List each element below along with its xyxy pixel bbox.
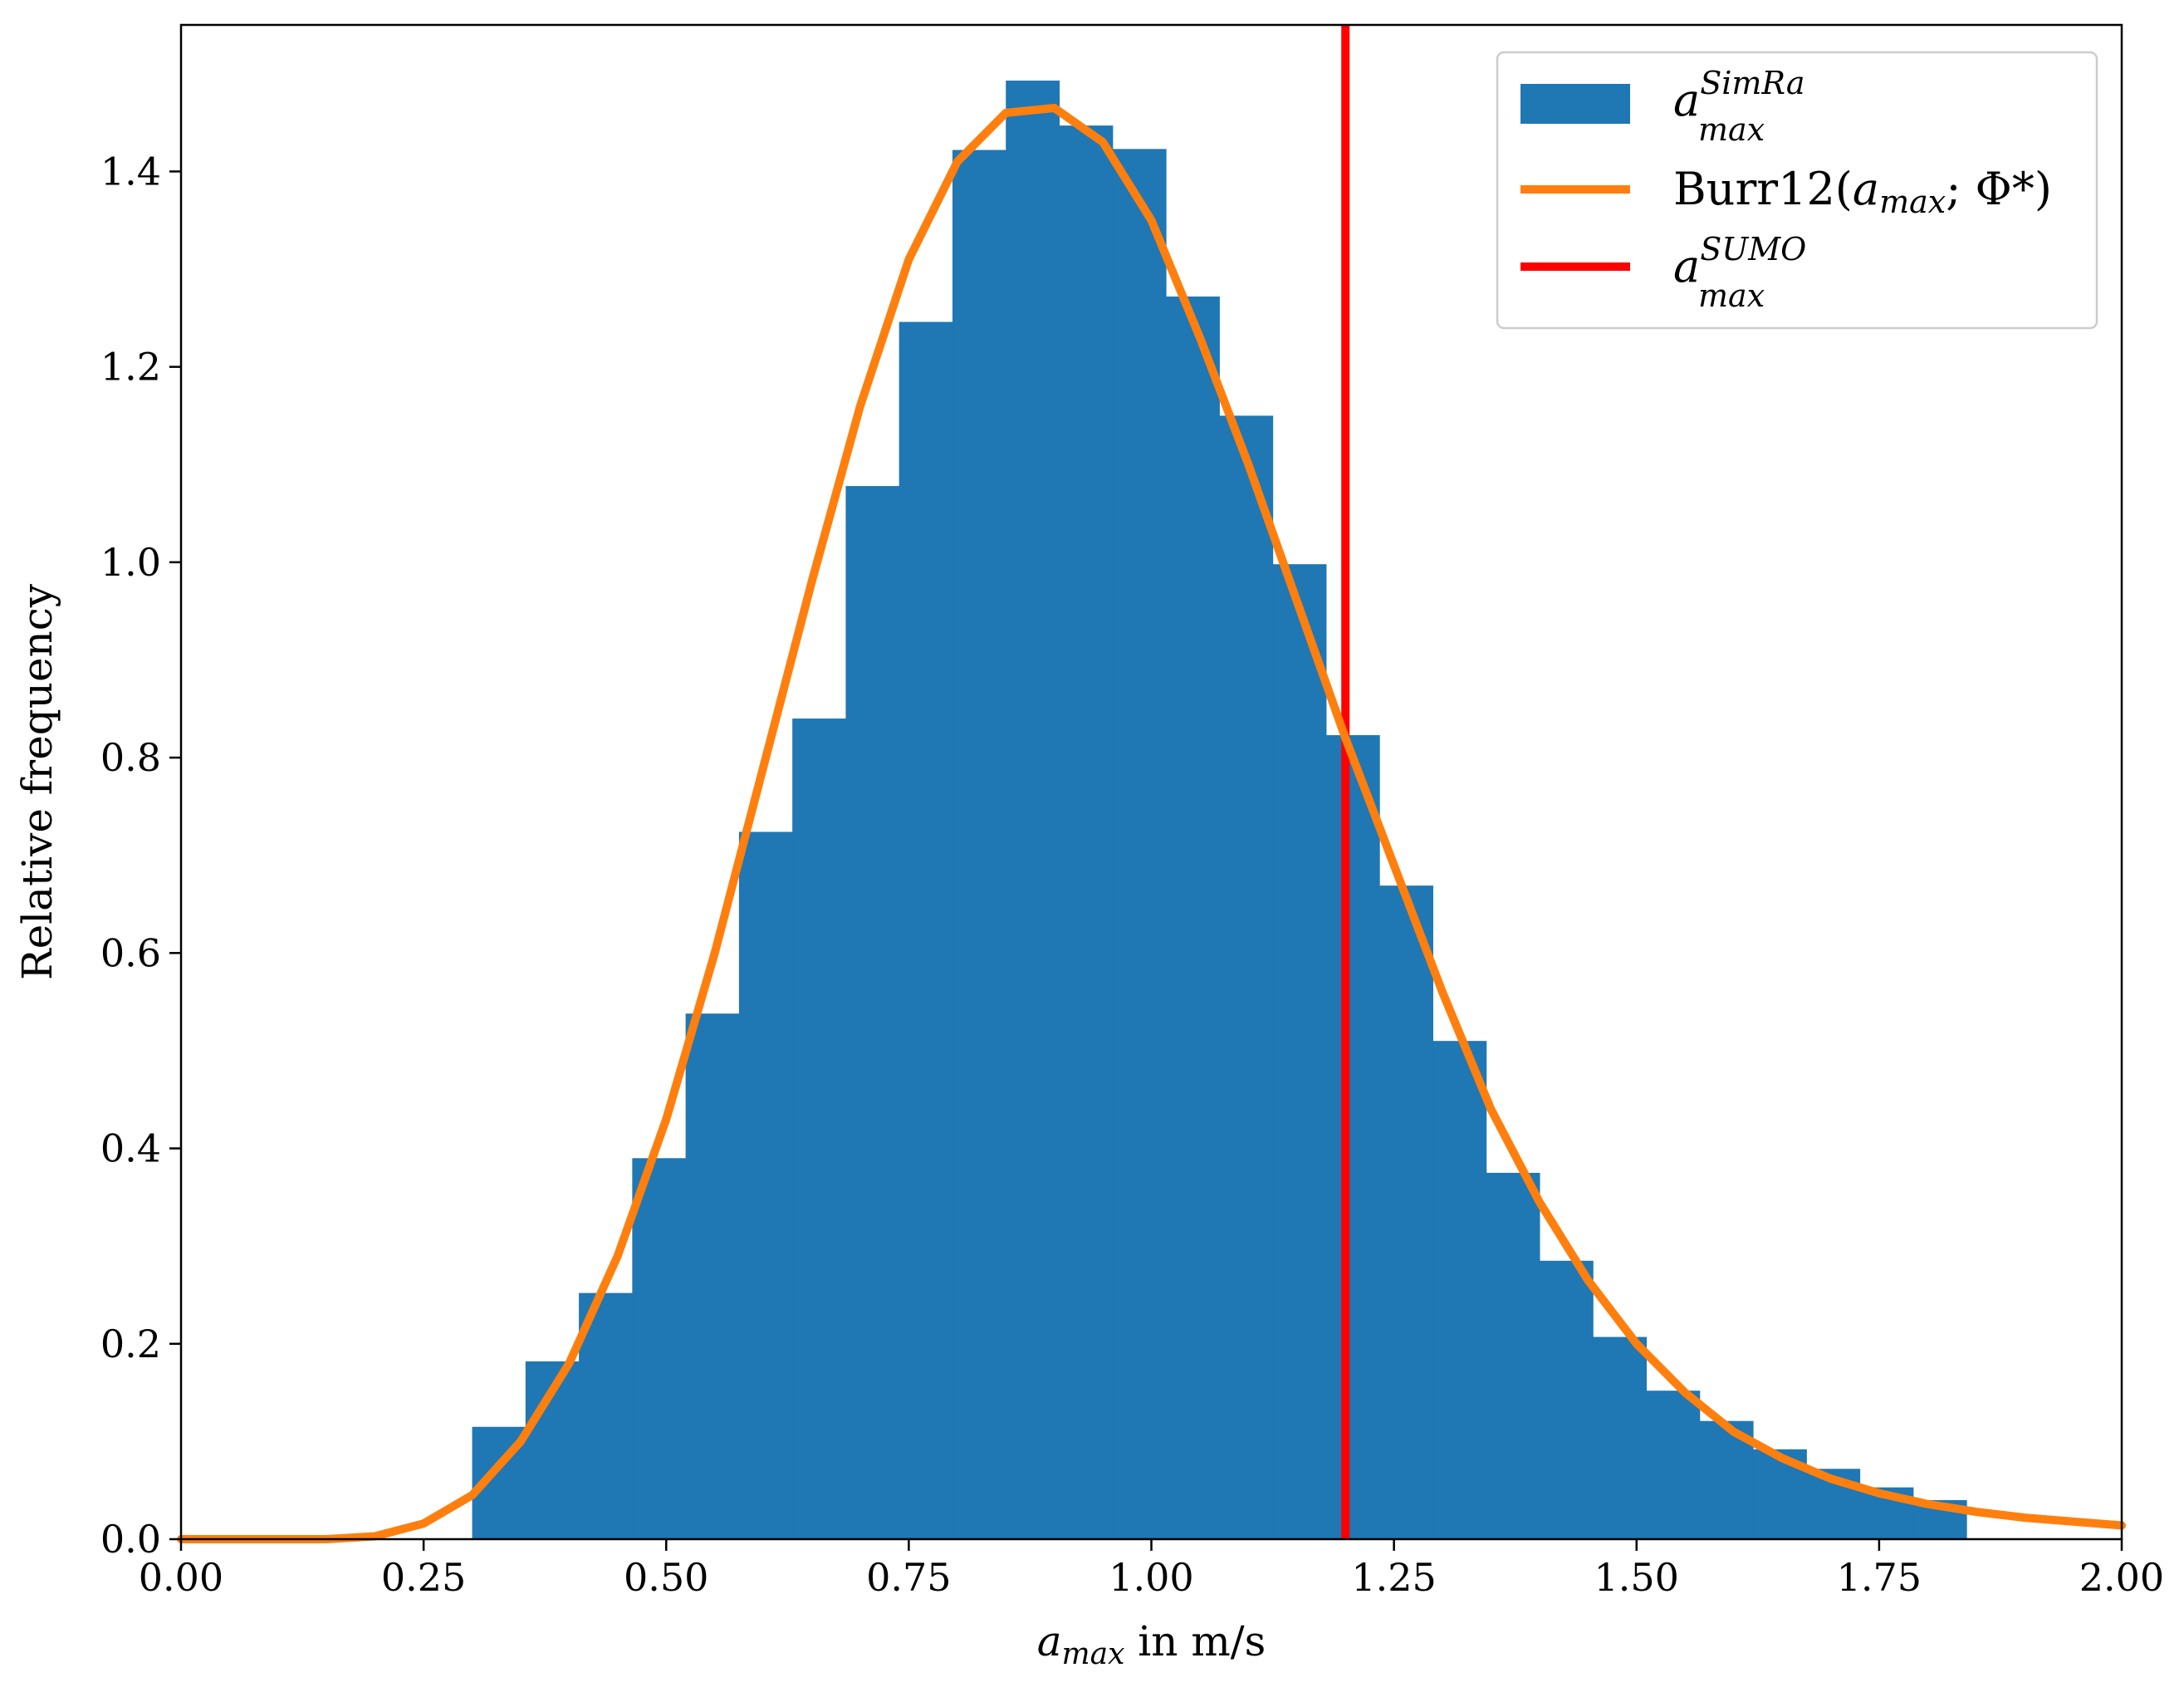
legend-burr12-arg-sub: max: [1879, 184, 1946, 220]
histogram-bar: [1219, 415, 1274, 1539]
legend-sumo-main: a: [1673, 240, 1700, 292]
histogram-bar: [632, 1158, 687, 1539]
legend-swatch-simra: [1520, 84, 1630, 124]
y-tick-label: 1.4: [100, 149, 161, 194]
x-tick-label: 0.00: [139, 1555, 223, 1600]
histogram-bar: [1379, 885, 1433, 1539]
histogram-bar: [738, 831, 793, 1539]
legend-sumo-sup: SUMO: [1700, 231, 1806, 267]
legend: aSimRa max Burr12(amax; Φ*) aSUMO max: [1496, 51, 2098, 330]
legend-burr12-text: Burr12(: [1673, 163, 1853, 215]
histogram-bar: [1325, 735, 1380, 1539]
histogram-bar: [1432, 1041, 1487, 1539]
histogram-bar: [1166, 296, 1220, 1539]
x-tick-label: 0.75: [866, 1555, 951, 1600]
legend-sumo-sub: max: [1698, 277, 1765, 314]
legend-simra-main: a: [1673, 74, 1700, 126]
histogram-bars: [472, 81, 1967, 1540]
burr12-curve-layer: [177, 104, 2126, 1543]
legend-label-sumo: aSUMO: [1673, 231, 1806, 292]
y-tick-label: 1.2: [100, 345, 161, 390]
histogram-bar: [1646, 1390, 1701, 1539]
x-tick-label: 1.00: [1109, 1555, 1193, 1600]
y-axis-ticks: 0.0 0.2 0.4 0.6 0.8 1.0 1.2 1.4: [100, 149, 181, 1562]
legend-burr12-tail: ; Φ*): [1946, 163, 2052, 215]
histogram-bar: [1112, 149, 1167, 1539]
histogram-bar: [1059, 125, 1114, 1539]
x-axis-label: amax in m/s: [1037, 1617, 1266, 1671]
histogram-bar: [1272, 564, 1327, 1540]
x-tick-label: 1.75: [1837, 1555, 1922, 1600]
histogram-bar: [1006, 81, 1060, 1540]
x-axis-label-main: a: [1037, 1617, 1062, 1665]
histogram-bar: [952, 150, 1006, 1539]
legend-burr12-arg-main: a: [1853, 163, 1879, 215]
histogram-bar: [792, 719, 847, 1539]
y-tick-label: 0.8: [100, 735, 161, 780]
histogram-bar: [1486, 1172, 1540, 1539]
y-tick-label: 0.4: [100, 1126, 161, 1171]
y-axis-label: Relative frequency: [13, 583, 61, 980]
burr12-fit-curve: [177, 104, 2126, 1543]
legend-label-simra: aSimRa: [1673, 65, 1805, 126]
legend-box: [1496, 51, 2098, 330]
histogram-bar: [1539, 1260, 1594, 1539]
histogram-bar: [579, 1292, 633, 1539]
y-tick-label: 0.0: [100, 1517, 161, 1562]
histogram-bar: [845, 486, 900, 1540]
histogram-bar: [685, 1013, 740, 1539]
y-tick-label: 1.0: [100, 540, 161, 585]
histogram-bar: [1593, 1337, 1648, 1539]
x-tick-label: 1.50: [1594, 1555, 1679, 1600]
legend-label-burr12: Burr12(amax; Φ*): [1673, 163, 2052, 220]
x-tick-label: 0.25: [381, 1555, 466, 1600]
histogram-bar: [899, 321, 953, 1539]
x-tick-label: 0.50: [624, 1555, 708, 1600]
x-axis-label-sub: max: [1062, 1637, 1125, 1671]
y-tick-label: 0.2: [100, 1322, 161, 1366]
x-axis-ticks: 0.00 0.25 0.50 0.75 1.00 1.25 1.50 1.75 2.00: [139, 1539, 2164, 1600]
legend-simra-sub: max: [1698, 111, 1765, 148]
x-axis-label-rest: in m/s: [1124, 1617, 1266, 1665]
legend-simra-sup: SimRa: [1700, 65, 1804, 101]
x-tick-label: 1.25: [1351, 1555, 1436, 1600]
x-tick-label: 2.00: [2079, 1555, 2164, 1600]
y-tick-label: 0.6: [100, 930, 161, 975]
